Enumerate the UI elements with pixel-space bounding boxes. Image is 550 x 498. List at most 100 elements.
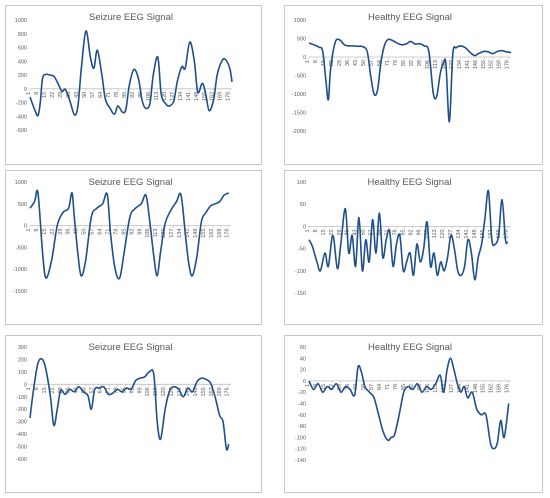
chart-title: Seizure EEG Signal [89, 12, 173, 23]
chart-panel-4: Healthy EEG Signal -150 -100 -50 0 50 100 1 8 15 2… [284, 170, 543, 325]
x-tick-label: 99 [416, 229, 422, 235]
x-tick-label: 106 [146, 92, 152, 101]
x-tick-label: 50 [82, 229, 88, 235]
x-tick-label: 134 [178, 92, 184, 101]
x-tick-label: 50 [82, 387, 88, 393]
x-tick-label: 148 [473, 60, 479, 69]
y-tick-label: -500 [295, 74, 306, 80]
y-tick-label: -1500 [292, 111, 306, 117]
y-tick-label: -50 [298, 247, 306, 253]
y-tick-label: -120 [295, 447, 306, 453]
x-tick-label: 176 [226, 92, 232, 101]
x-tick-label: 99 [137, 229, 143, 235]
x-tick-label: 15 [42, 229, 48, 235]
y-tick-label: 0 [24, 87, 27, 93]
x-tick-label: 92 [129, 229, 135, 235]
x-tick-label: 15 [42, 387, 48, 393]
x-tick-label: 148 [472, 229, 478, 238]
x-tick-label: 113 [153, 229, 159, 238]
x-tick-label: 92 [408, 229, 414, 235]
y-tick-label: -2000 [292, 129, 306, 135]
y-tick-label: 60 [300, 345, 306, 351]
x-tick-label: 1 [305, 60, 311, 63]
x-tick-label: 64 [98, 229, 104, 235]
x-tick-label: 85 [121, 229, 127, 235]
x-tick-label: 155 [201, 387, 207, 396]
chart-panel-6: Healthy EEG Signal -140 -120 -100 -80 -60 -40 -… [284, 335, 543, 493]
x-tick-label: 176 [504, 229, 510, 238]
x-tick-label: 141 [465, 60, 471, 69]
x-tick-label: 29 [337, 384, 343, 390]
y-tick-label: 500 [18, 202, 27, 208]
x-tick-label: 78 [393, 60, 399, 66]
y-tick-label: 200 [18, 357, 27, 363]
y-tick-label: -500 [16, 245, 27, 251]
x-tick-label: 1 [305, 229, 311, 232]
x-tick-label: 43 [74, 229, 80, 235]
chart-panel-1: Seizure EEG Signal -600 -400 -200 0 200 400 600… [5, 5, 262, 165]
y-tick-label: -1000 [13, 267, 27, 273]
chart-svg: Healthy EEG Signal -140 -120 -100 -80 -60 -40 -… [295, 342, 511, 464]
x-tick-label: 106 [145, 387, 151, 396]
y-tick-label: -60 [298, 413, 306, 419]
x-tick-label: 141 [465, 384, 471, 393]
x-tick-label: 141 [185, 387, 191, 396]
y-tick-label: 50 [300, 202, 306, 208]
x-tick-label: 8 [313, 60, 319, 63]
x-tick-label: 85 [401, 384, 407, 390]
chart-svg: Healthy EEG Signal -2000 -1500 -1000 -500 0 50… [292, 12, 512, 135]
y-tick-label: -20 [298, 390, 306, 396]
y-tick-label: 0 [303, 379, 306, 385]
x-tick-label: 85 [122, 92, 128, 98]
x-tick-label: 8 [313, 229, 319, 232]
x-tick-label: 36 [66, 229, 72, 235]
x-tick-label: 50 [361, 60, 367, 66]
x-tick-label: 127 [448, 229, 454, 238]
x-tick-label: 176 [225, 387, 231, 396]
x-tick-label: 92 [409, 60, 415, 66]
x-tick-label: 155 [481, 384, 487, 393]
x-tick-label: 113 [433, 384, 439, 393]
x-tick-label: 99 [417, 60, 423, 66]
y-tick-label: -600 [16, 457, 27, 463]
x-tick-label: 8 [34, 229, 40, 232]
x-tick-label: 134 [457, 60, 463, 69]
x-tick-label: 71 [385, 60, 391, 66]
y-tick-label: -100 [295, 269, 306, 275]
y-tick-label: -200 [16, 101, 27, 107]
y-tick-label: -400 [16, 114, 27, 120]
x-tick-label: 1 [305, 384, 311, 387]
y-tick-label: 500 [297, 37, 306, 43]
x-tick-label: 99 [137, 387, 143, 393]
y-tick-label: 1000 [15, 18, 27, 24]
x-tick-label: 120 [162, 92, 168, 101]
y-tick-label: 100 [18, 370, 27, 376]
x-tick-label: 148 [473, 384, 479, 393]
x-tick-label: 113 [153, 387, 159, 396]
chart-svg: Seizure EEG Signal -600 -500 -400 -300 -200 -1… [16, 342, 231, 463]
y-tick-label: 0 [303, 55, 306, 61]
chart-title: Healthy EEG Signal [368, 12, 452, 23]
x-tick-label: 155 [202, 92, 208, 101]
x-tick-label: 92 [409, 384, 415, 390]
x-tick-label: 176 [505, 384, 511, 393]
x-tick-label: 1 [26, 387, 32, 390]
chart-title: Healthy EEG Signal [368, 177, 452, 188]
x-tick-label: 113 [432, 229, 438, 238]
x-tick-label: 85 [400, 229, 406, 235]
x-tick-label: 64 [377, 384, 383, 390]
x-tick-label: 162 [209, 387, 215, 396]
chart-svg: Seizure EEG Signal -600 -400 -200 0 200 400 600… [15, 12, 233, 134]
series-line [29, 30, 233, 117]
x-tick-label: 169 [497, 384, 503, 393]
x-tick-label: 162 [210, 92, 216, 101]
y-tick-label: 100 [297, 180, 306, 186]
x-tick-label: 141 [185, 229, 191, 238]
x-tick-label: 148 [193, 387, 199, 396]
x-tick-label: 120 [161, 229, 167, 238]
x-tick-label: 29 [337, 60, 343, 66]
x-tick-label: 169 [497, 60, 503, 69]
x-tick-label: 176 [505, 60, 511, 69]
x-tick-label: 57 [369, 384, 375, 390]
x-tick-label: 71 [105, 229, 111, 235]
